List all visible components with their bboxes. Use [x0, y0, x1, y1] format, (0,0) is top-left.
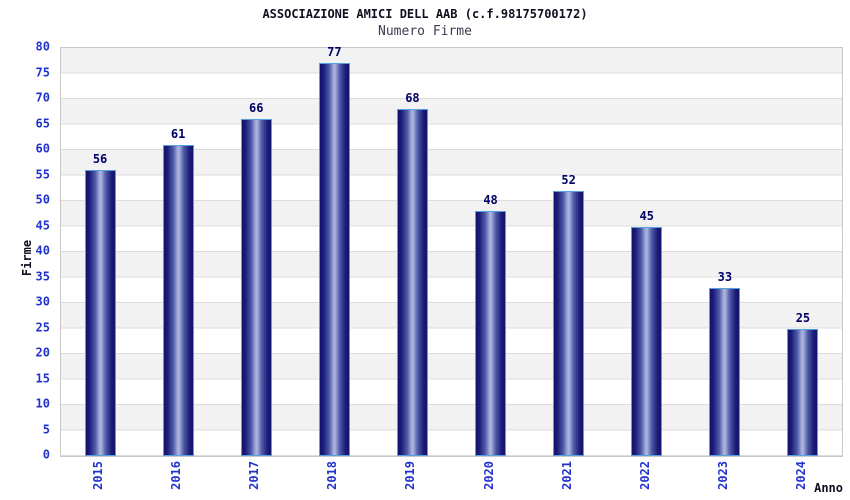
y-tick-label: 25 — [35, 320, 50, 334]
y-tick-label: 50 — [35, 192, 50, 207]
x-tick-label: 2019 — [403, 461, 418, 490]
bar — [709, 288, 741, 456]
x-tick-label: 2015 — [91, 461, 106, 490]
bar-group: 33 — [709, 48, 741, 456]
y-tick-label: 40 — [35, 243, 50, 258]
plot-area: 56 61 66 77 68 48 52 45 33 25 — [60, 45, 843, 457]
bar — [396, 109, 428, 456]
chart-title: ASSOCIAZIONE AMICI DELL AAB (c.f.9817570… — [262, 7, 588, 21]
bar-value-label: 77 — [327, 45, 342, 59]
bar-group: 56 — [84, 48, 116, 456]
bar — [553, 191, 585, 456]
bar-group: 48 — [475, 48, 507, 456]
x-tick-label: 2017 — [247, 461, 262, 490]
x-tick-label: 2023 — [715, 461, 730, 490]
bar-value-label: 33 — [717, 270, 733, 284]
x-tick-label: 2020 — [481, 461, 496, 490]
bar-group: 45 — [631, 48, 663, 456]
bar — [631, 227, 663, 456]
bar-group: 68 — [396, 48, 428, 456]
x-tick-label: 2024 — [793, 461, 808, 490]
bar-group: 66 — [240, 48, 272, 456]
bar-value-label: 48 — [483, 193, 498, 207]
y-tick-label: 10 — [35, 396, 50, 411]
bar — [84, 170, 116, 456]
bar — [318, 63, 350, 456]
x-tick-label: 2016 — [169, 461, 184, 490]
bar-group: 25 — [787, 48, 819, 456]
x-tick-label: 2021 — [559, 461, 574, 490]
x-tick-label: 2018 — [325, 461, 340, 490]
y-tick-label: 75 — [35, 65, 50, 79]
y-tick-label: 60 — [35, 141, 50, 156]
x-tick-label: 2022 — [637, 461, 652, 490]
bar-value-label: 61 — [170, 127, 186, 141]
bar-value-label: 66 — [249, 101, 264, 115]
bar — [162, 145, 194, 456]
bar-value-label: 45 — [639, 209, 654, 223]
x-axis-title: Anno — [814, 481, 843, 495]
bar-value-label: 68 — [405, 91, 420, 105]
bar — [240, 119, 272, 456]
y-tick-label: 45 — [35, 218, 50, 232]
bar-group: 52 — [553, 48, 585, 456]
y-tick-label: 35 — [35, 269, 50, 283]
bar-value-label: 52 — [561, 173, 576, 187]
bar — [475, 211, 507, 456]
y-tick-label: 15 — [35, 371, 50, 385]
bar-value-label: 56 — [92, 152, 108, 166]
y-tick-label: 65 — [35, 116, 50, 130]
y-tick-label: 20 — [35, 345, 50, 360]
y-tick-label: 5 — [42, 422, 50, 436]
bar — [787, 329, 819, 456]
y-tick-label: 0 — [42, 447, 50, 462]
y-tick-label: 30 — [35, 294, 50, 309]
y-tick-label: 80 — [35, 39, 50, 54]
bar-value-label: 25 — [795, 311, 811, 325]
bar-group: 77 — [318, 45, 350, 456]
y-tick-label: 70 — [35, 90, 50, 105]
y-tick-label: 55 — [35, 167, 50, 181]
chart-subtitle: Numero Firme — [378, 24, 472, 39]
bar-group: 61 — [162, 48, 194, 456]
